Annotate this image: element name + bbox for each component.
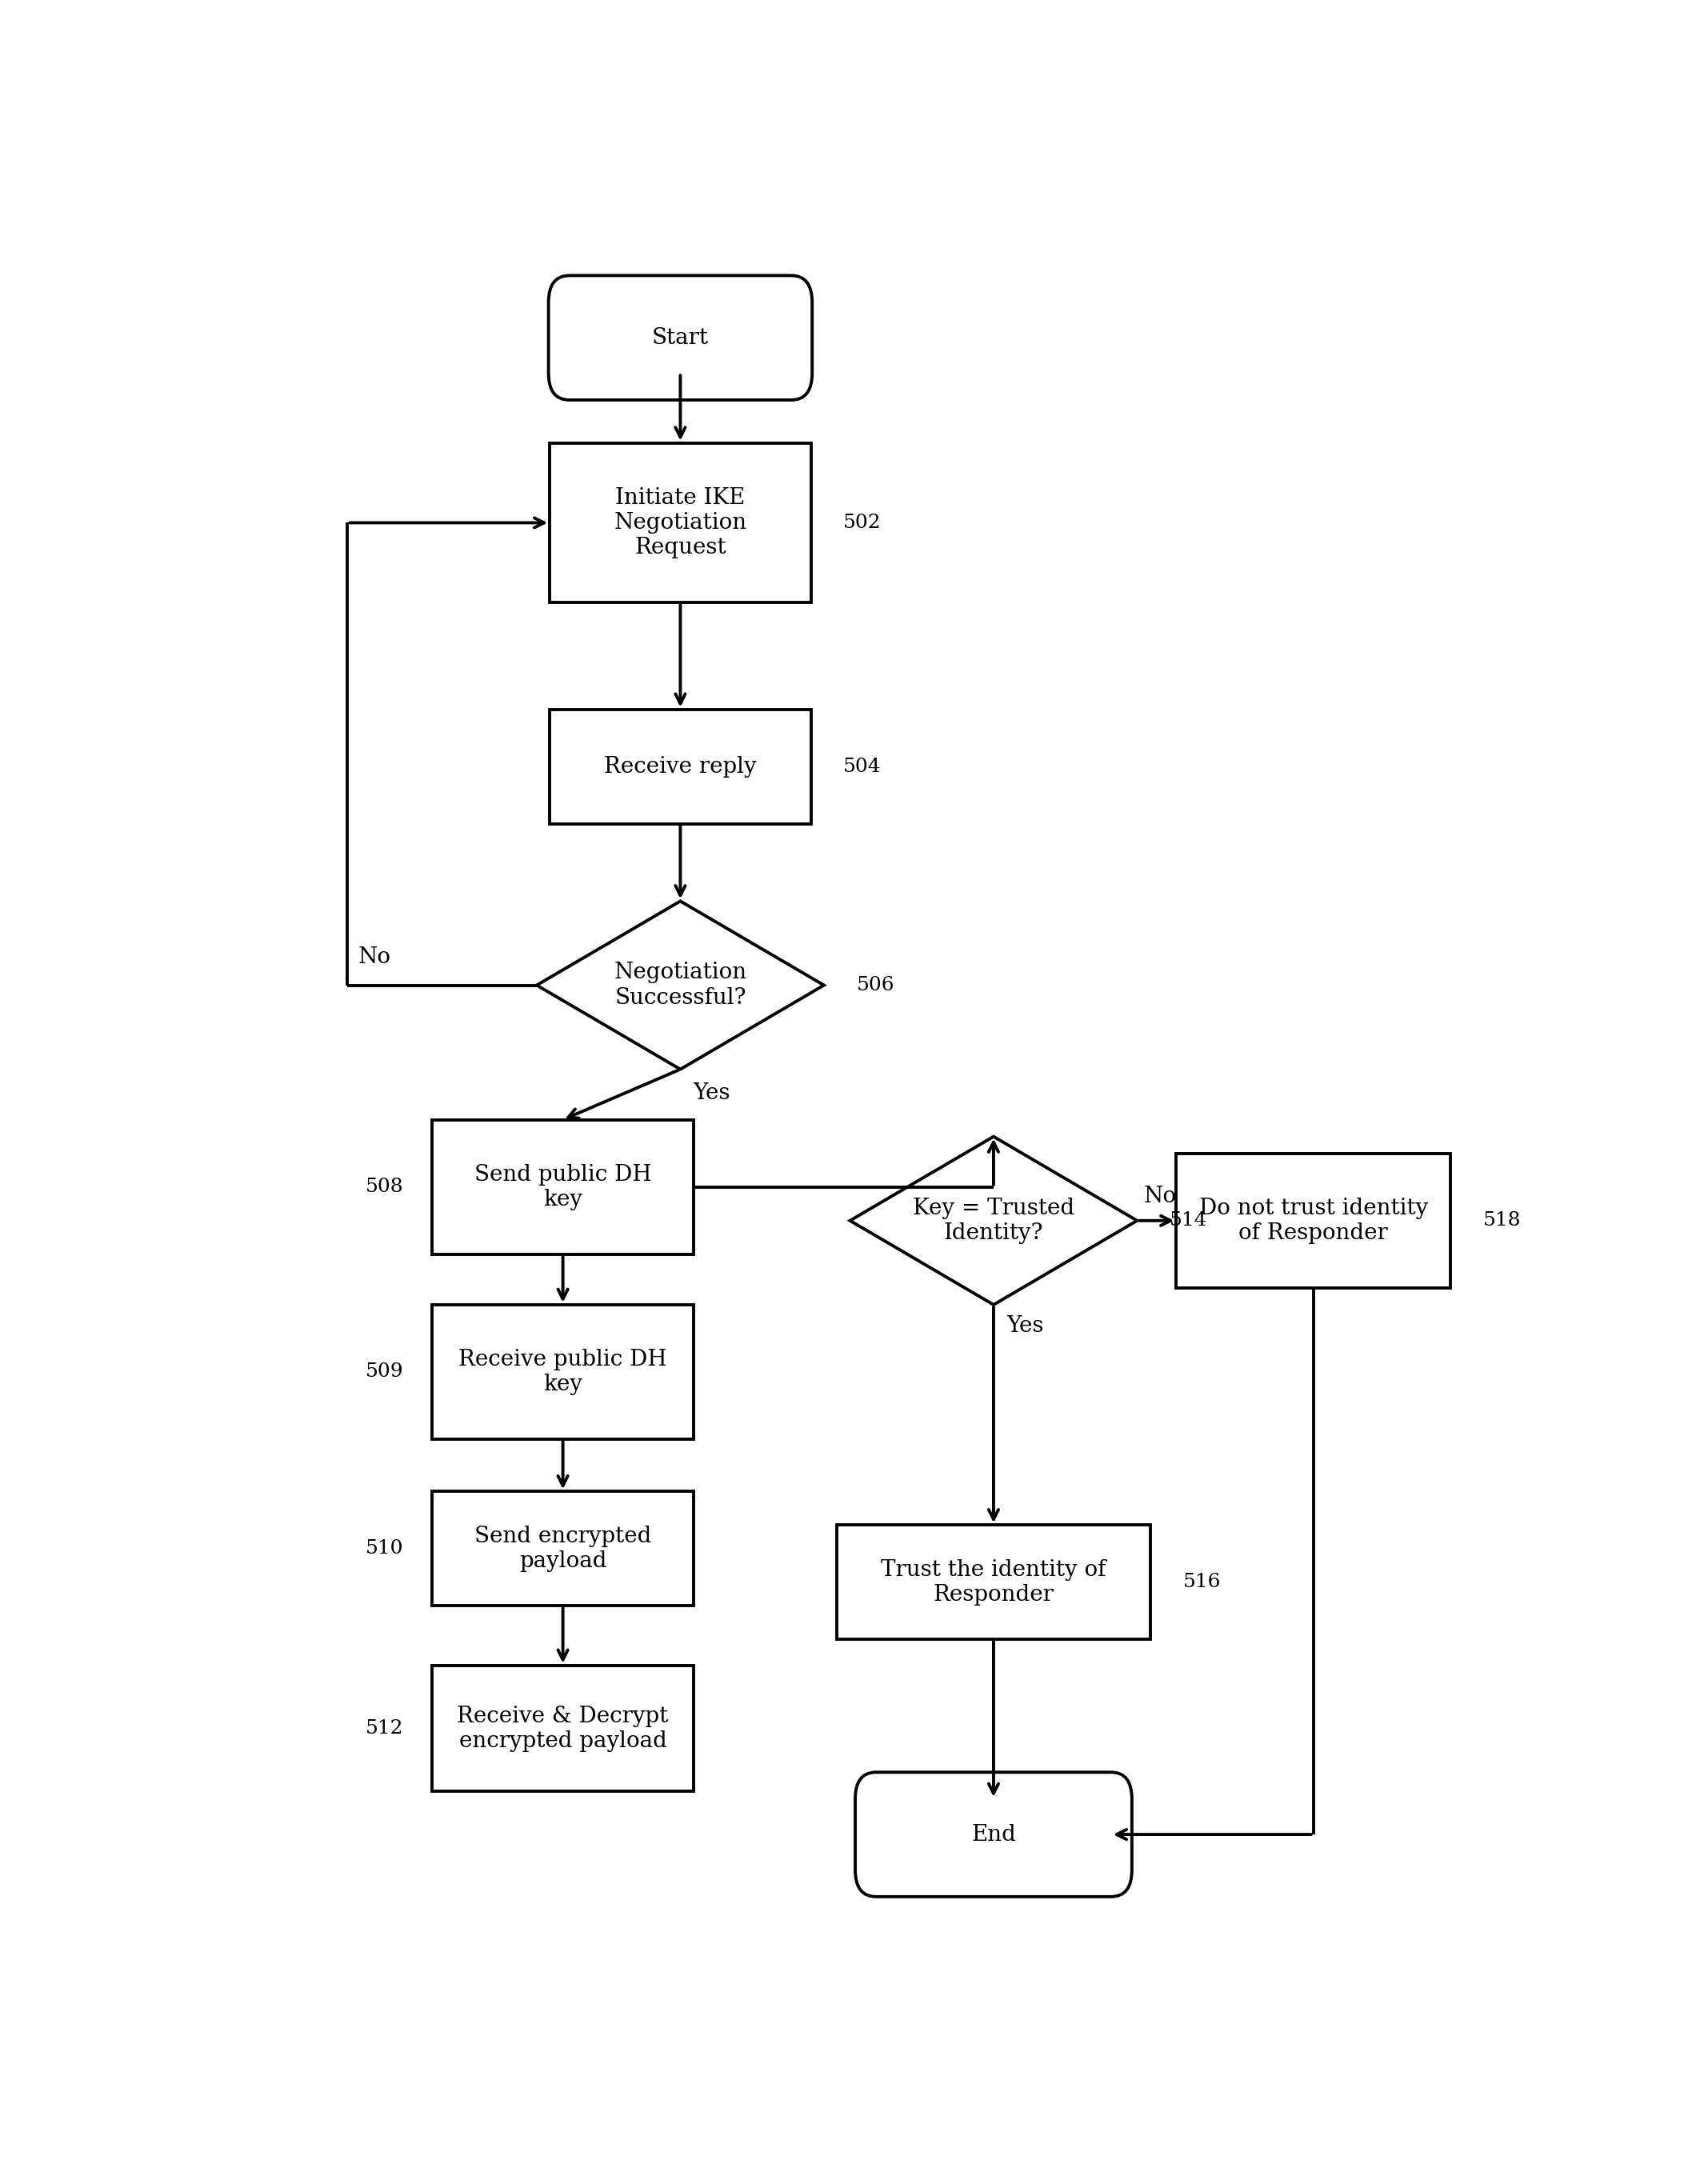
Text: No: No [359,948,391,968]
Text: Negotiation
Successful?: Negotiation Successful? [615,961,746,1009]
Bar [1175,1153,1450,1289]
Text: Do not trust identity
of Responder: Do not trust identity of Responder [1199,1197,1428,1245]
Text: Trust the identity of
Responder: Trust the identity of Responder [881,1559,1106,1605]
Text: 516: 516 [1182,1572,1221,1592]
Bar [837,1524,1150,1640]
Text: Yes: Yes [694,1083,731,1105]
Text: Initiate IKE
Negotiation
Request: Initiate IKE Negotiation Request [615,487,746,559]
Text: 509: 509 [365,1363,404,1380]
Text: End: End [972,1824,1015,1845]
FancyBboxPatch shape [855,1771,1132,1896]
Bar [433,1492,694,1605]
Text: Start: Start [652,328,709,349]
Text: No: No [1143,1186,1177,1208]
Text: Receive public DH
key: Receive public DH key [458,1350,667,1396]
Bar [433,1666,694,1791]
Text: 502: 502 [844,513,881,533]
Polygon shape [850,1136,1137,1304]
Text: 514: 514 [1170,1212,1207,1230]
Text: 512: 512 [365,1719,404,1738]
Bar [549,710,812,823]
Bar [549,443,812,603]
Text: Send public DH
key: Send public DH key [475,1164,652,1210]
Bar [433,1120,694,1254]
Text: 506: 506 [857,976,894,994]
Text: 510: 510 [365,1540,404,1557]
Polygon shape [537,902,823,1070]
Bar [433,1304,694,1439]
Text: 508: 508 [365,1177,404,1197]
FancyBboxPatch shape [549,275,812,400]
Text: 518: 518 [1484,1212,1521,1230]
Text: Receive reply: Receive reply [605,756,756,778]
Text: Yes: Yes [1007,1315,1044,1337]
Text: 504: 504 [844,758,881,775]
Text: Receive & Decrypt
encrypted payload: Receive & Decrypt encrypted payload [456,1706,669,1752]
Text: Key = Trusted
Identity?: Key = Trusted Identity? [913,1197,1074,1245]
Text: Send encrypted
payload: Send encrypted payload [475,1524,652,1572]
